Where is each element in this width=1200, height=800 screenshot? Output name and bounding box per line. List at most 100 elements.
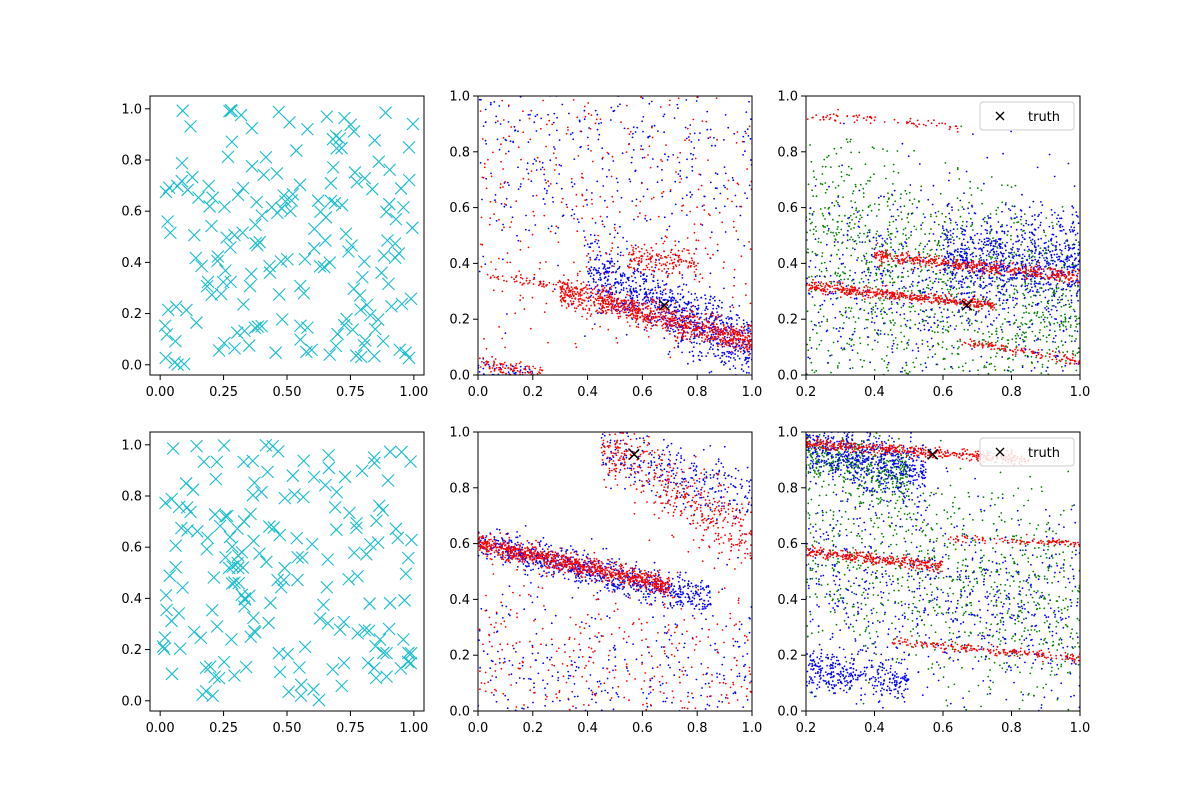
data-point [807,183,810,186]
data-point [815,178,818,181]
data-point [967,329,969,331]
data-point [984,244,987,247]
data-point [1044,355,1047,358]
data-point [701,81,703,83]
data-point [714,329,717,332]
data-point [677,107,679,110]
data-point [919,363,922,366]
data-point [730,327,732,330]
data-point [942,268,945,271]
data-point [728,360,730,362]
data-point [1013,288,1016,291]
data-point [664,288,667,291]
data-point [636,299,639,302]
data-point [863,359,865,362]
data-point [581,172,583,175]
data-point [970,292,973,294]
data-point [684,302,687,305]
data-point [919,292,922,295]
data-point [735,141,738,144]
data-point [848,317,850,320]
data-point [949,229,952,232]
data-point [1066,268,1069,271]
data-point [685,315,688,318]
data-point [542,284,545,286]
data-point [1067,299,1069,302]
data-point [1013,292,1016,295]
data-point [987,341,990,343]
data-point [638,257,641,259]
data-point [1056,253,1058,256]
data-point [889,232,892,235]
data-point [662,289,665,292]
data-point [498,369,500,371]
data-point [913,149,915,152]
data-point [690,320,693,323]
data-point [962,278,964,281]
data-point [1021,323,1024,326]
data-point [547,341,549,344]
data-point [740,5,742,7]
data-point [990,258,992,260]
data-point [969,180,972,183]
data-point [663,73,665,75]
data-point [562,288,565,290]
data-point [494,358,497,360]
data-point [1025,323,1028,326]
data-point [586,204,588,206]
data-point [1007,366,1010,369]
data-point [672,317,674,320]
data-point [645,249,648,252]
data-point [1013,251,1016,254]
marker-x [358,333,372,347]
y-tick-label: 0.0 [449,369,470,384]
data-point [837,249,840,251]
data-point [674,180,677,183]
data-point [887,263,890,266]
data-point [891,277,894,280]
data-point [1007,342,1010,345]
data-point [1010,234,1012,237]
data-point [889,209,891,211]
data-point [494,201,497,203]
data-point [890,321,892,324]
marker-x [237,298,250,311]
data-point [1072,308,1075,311]
y-tick-label: 0.0 [121,358,142,373]
data-point [739,350,742,353]
data-point [848,343,851,346]
data-point [660,254,662,257]
data-point [729,356,732,359]
data-point [712,344,715,347]
data-point [985,243,988,246]
data-point [599,274,601,276]
data-point [680,41,682,43]
data-point [684,323,687,325]
data-point [717,349,720,351]
data-point [738,331,741,334]
data-point [748,338,751,341]
data-point [633,300,635,302]
data-point [738,305,741,307]
data-point [840,146,842,149]
data-point [555,163,558,166]
data-point [519,369,522,372]
data-point [1071,283,1074,286]
marker-x [382,277,395,291]
data-point [613,305,616,307]
data-point [902,276,905,278]
data-point [1019,218,1022,221]
data-point [507,104,510,107]
data-point [889,281,891,284]
data-point [655,300,658,303]
data-point [640,148,642,151]
data-point [894,200,897,203]
data-point [1002,260,1005,262]
data-point [1014,304,1017,306]
data-point [565,203,568,206]
x-tick-label: 0.00 [146,385,175,400]
data-point [1072,350,1074,352]
data-point [820,390,822,392]
data-point [564,293,567,296]
data-point [741,334,744,337]
